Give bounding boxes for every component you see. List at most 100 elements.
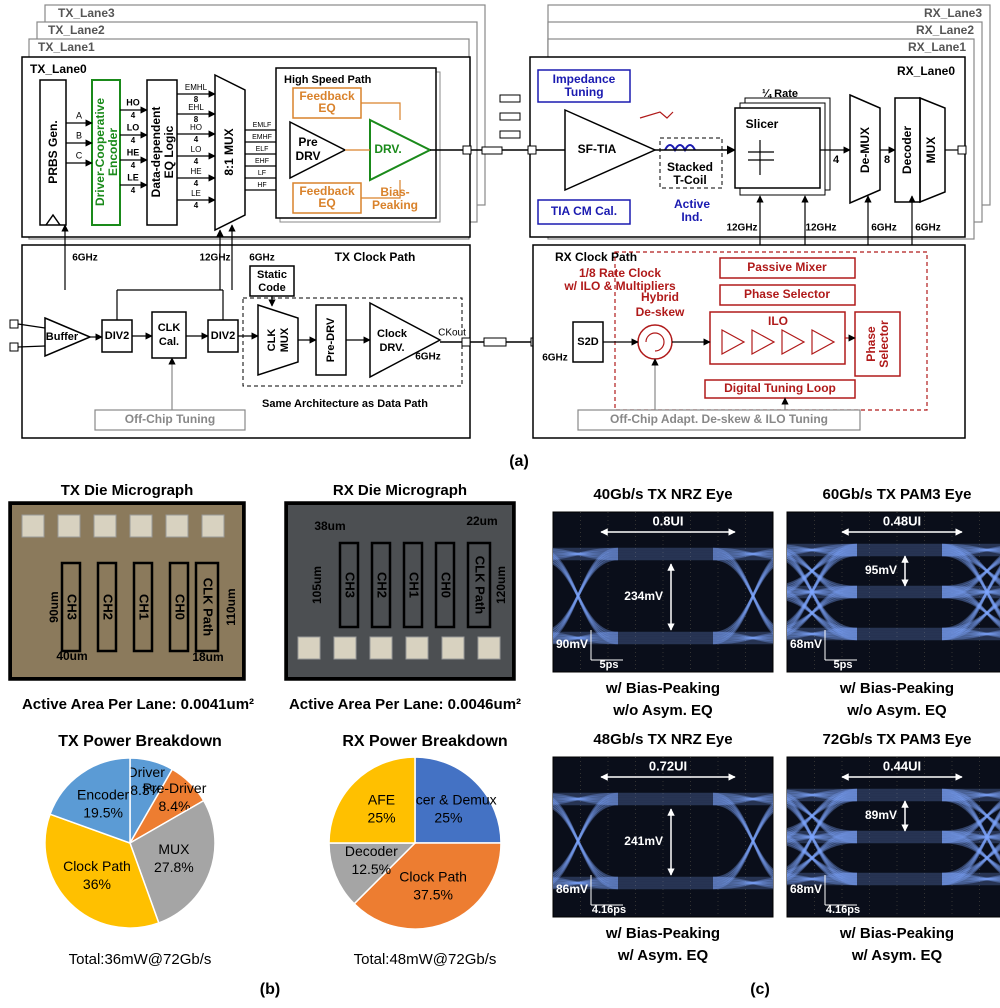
label: Digital Tuning Loop: [724, 381, 836, 395]
label: CH2: [375, 572, 390, 598]
slice-label: Encoder: [77, 786, 129, 802]
label: 4: [194, 179, 199, 188]
eye-trace: [941, 838, 1000, 870]
block: [719, 284, 856, 306]
eye-trace: [787, 796, 858, 886]
slice-value: 27.8%: [154, 859, 194, 875]
eye-trace: [941, 833, 1000, 872]
eye-trace: [787, 554, 858, 591]
label: 89mV: [865, 808, 897, 822]
eye-trace: [787, 628, 858, 641]
eye-trace: [712, 877, 773, 890]
label: 241mV: [624, 834, 663, 848]
eye-trace: [787, 837, 858, 883]
shape: [45, 213, 61, 226]
eye-trace: [787, 798, 858, 870]
eye-trace: [553, 550, 619, 558]
bond-pad: [21, 514, 45, 538]
eye-trace: [941, 812, 1000, 881]
label: HE: [127, 147, 140, 157]
shape: [645, 332, 665, 352]
label: (a): [509, 453, 529, 470]
eye-trace: [941, 543, 1000, 619]
label: CH2: [101, 594, 116, 620]
label: Off-Chip Tuning: [125, 412, 215, 426]
eye-trace: [712, 792, 773, 805]
label: Phase: [864, 326, 878, 362]
label: A: [76, 110, 82, 120]
label: SF-TIA: [578, 142, 617, 156]
label: Data-dependent: [149, 107, 163, 198]
label: 110um: [224, 588, 238, 625]
eye-trace: [787, 553, 858, 586]
label: 90mV: [556, 637, 588, 651]
eye-trace: [941, 830, 1000, 841]
lane-label: TX_Lane2: [48, 23, 105, 37]
label: 4: [131, 111, 136, 120]
eye-trace: [712, 797, 773, 876]
label: 12GHz: [805, 223, 836, 234]
shape: [369, 301, 442, 379]
eye-screen: [786, 756, 1000, 918]
label: w/ Bias-Peaking: [605, 680, 720, 697]
eye-trace: [941, 597, 1000, 641]
shape: [721, 328, 746, 356]
label: EMHF: [252, 134, 272, 141]
eye-trace: [712, 547, 773, 560]
eye-trace: [553, 550, 619, 637]
eye-trace: [787, 551, 858, 627]
eye-trace: [787, 588, 858, 596]
bond-pad: [57, 514, 81, 538]
bond-pad: [369, 636, 393, 660]
label: Ind.: [681, 210, 702, 224]
eye-trace: [941, 846, 1000, 878]
channel-box: [338, 541, 360, 629]
label: 12GHz: [726, 223, 757, 234]
eye-trace: [553, 634, 619, 642]
eye-trace: [787, 555, 858, 636]
eye-trace: [941, 551, 1000, 583]
label: 68mV: [790, 637, 822, 651]
eye-trace: [787, 546, 858, 631]
micrograph: [288, 505, 512, 677]
label: CLK Path: [201, 578, 216, 637]
eye-trace: [553, 795, 619, 803]
eye-trace: [941, 551, 1000, 615]
eye-trace: [553, 555, 619, 633]
eye-trace: [941, 796, 1000, 860]
label: 18um: [192, 650, 223, 664]
eye-trace: [941, 788, 1000, 864]
eye-trace: [553, 879, 619, 887]
eye-trace: [941, 791, 1000, 798]
eye-trace: [712, 559, 773, 642]
eye-trace: [787, 596, 858, 633]
label: B: [76, 130, 82, 140]
eye-trace: [941, 844, 1000, 883]
pie-slice: [49, 757, 131, 845]
label: DIV2: [105, 330, 129, 342]
label: Slicer: [746, 117, 779, 131]
label: 8:1 MUX: [222, 128, 236, 175]
eye-trace: [712, 804, 773, 887]
wire: [17, 345, 46, 348]
eye-trace: [941, 833, 1000, 844]
eye-trace: [941, 791, 1000, 863]
micrograph-title: TX Die Micrograph: [61, 482, 194, 499]
shape: [919, 96, 946, 204]
eye-trace: [712, 634, 773, 642]
cable: [499, 94, 521, 103]
label: CKout: [438, 328, 466, 339]
eye-traces: [553, 757, 773, 917]
eye-trace: [787, 557, 858, 633]
label: 86mV: [556, 882, 588, 896]
eye-trace: [553, 793, 619, 806]
eye-trace: [787, 792, 858, 844]
eye-trace: [941, 546, 1000, 557]
label: EMHL: [185, 83, 208, 92]
shape: [257, 303, 299, 377]
eye-trace: [787, 789, 858, 802]
lane-label: TX_Lane1: [38, 40, 95, 54]
eye-trace: [787, 546, 858, 554]
eye-trace: [787, 835, 858, 877]
label: EQ Logic: [162, 125, 176, 178]
